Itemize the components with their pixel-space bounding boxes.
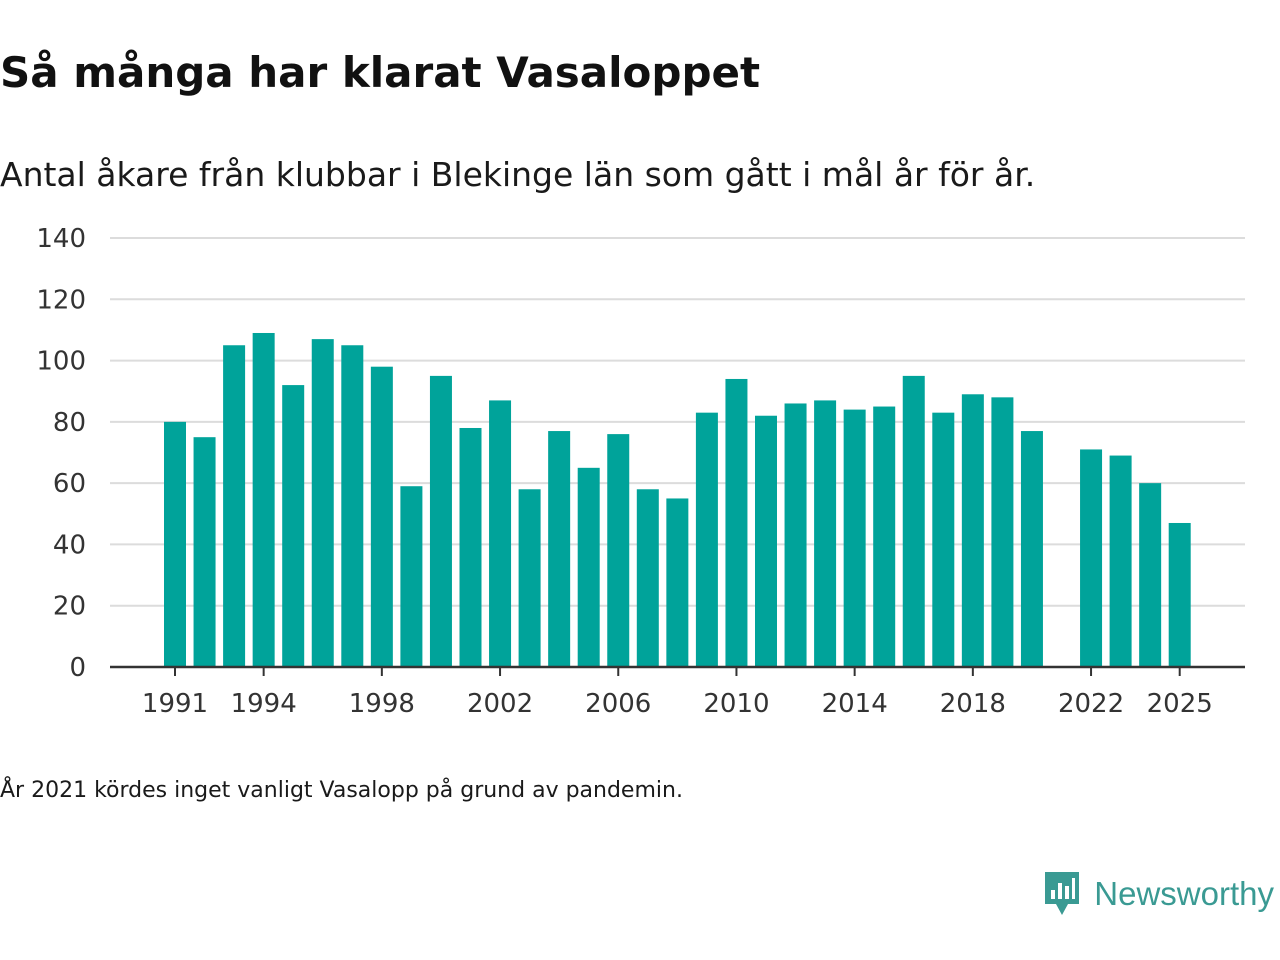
x-axis: 1991 1994 1998 2002 2006 2010 2014 2018 2022 2025 <box>110 665 1245 719</box>
x-tick-label: 1998 <box>349 689 415 719</box>
y-tick-label: 20 <box>53 592 86 622</box>
x-tick-label: 1994 <box>231 689 297 719</box>
x-tick-label: 2025 <box>1147 689 1213 719</box>
bar-2015 <box>873 406 896 667</box>
bar-2023 <box>1109 455 1132 667</box>
bar-1992 <box>193 437 216 667</box>
bar-2003 <box>518 489 541 667</box>
y-tick-label: 120 <box>36 285 86 315</box>
bar-2007 <box>636 489 659 667</box>
bar-2011 <box>755 415 777 667</box>
x-tick-label: 2002 <box>467 689 533 719</box>
bar-1997 <box>341 345 364 667</box>
newsworthy-logo-icon <box>1045 872 1080 915</box>
bar-2024 <box>1139 483 1162 667</box>
bar-2012 <box>784 403 807 667</box>
y-tick-label: 100 <box>36 347 86 377</box>
x-tick-label: 2022 <box>1058 689 1124 719</box>
x-tick-label: 2006 <box>585 689 651 719</box>
bar-2009 <box>695 412 718 667</box>
x-tick-label: 2018 <box>940 689 1006 719</box>
chart-subtitle: Antal åkare från klubbar i Blekinge län … <box>0 155 1036 194</box>
x-tick-label: 2010 <box>703 689 769 719</box>
footnote: År 2021 kördes inget vanligt Vasalopp på… <box>0 778 683 803</box>
bar-2008 <box>666 498 689 667</box>
y-tick-label: 140 <box>36 224 86 254</box>
brand-logo: Newsworthy <box>1042 868 1274 920</box>
bar-2014 <box>843 409 866 667</box>
y-tick-label: 60 <box>53 469 86 499</box>
bar-2010 <box>725 378 748 667</box>
bar-2013 <box>814 400 837 667</box>
bar-2004 <box>548 431 571 667</box>
bar-2017 <box>932 412 955 667</box>
bar-2025 <box>1168 522 1191 667</box>
bar-2002 <box>489 400 512 667</box>
y-tick-label: 0 <box>69 653 86 683</box>
bar-1999 <box>400 486 423 667</box>
y-tick-label: 40 <box>53 530 86 560</box>
bar-2019 <box>991 397 1014 667</box>
chart-title: Så många har klarat Vasaloppet <box>0 48 761 97</box>
bar-chart: 0 20 40 60 80 100 120 140 1991 1994 1998 2002 2006 2… <box>36 224 1245 719</box>
bar-2020 <box>1020 431 1043 667</box>
bar-2018 <box>961 394 984 667</box>
bar-1994 <box>252 332 275 667</box>
y-axis-labels: 0 20 40 60 80 100 120 140 <box>36 224 86 683</box>
bar-1996 <box>311 339 334 667</box>
bar-2000 <box>429 375 452 667</box>
x-tick-label: 1991 <box>142 689 208 719</box>
bar-2016 <box>902 375 925 667</box>
bar-2001 <box>459 427 482 667</box>
y-tick-label: 80 <box>53 408 86 438</box>
bar-1995 <box>282 385 305 667</box>
bar-2005 <box>577 467 600 667</box>
bars <box>164 332 1191 667</box>
x-tick-label: 2014 <box>822 689 888 719</box>
bar-2006 <box>607 434 630 667</box>
bar-1993 <box>223 345 246 667</box>
bar-2022 <box>1080 449 1103 667</box>
brand-name: Newsworthy <box>1094 875 1274 912</box>
bar-1998 <box>370 366 393 667</box>
bar-1991 <box>164 421 186 667</box>
